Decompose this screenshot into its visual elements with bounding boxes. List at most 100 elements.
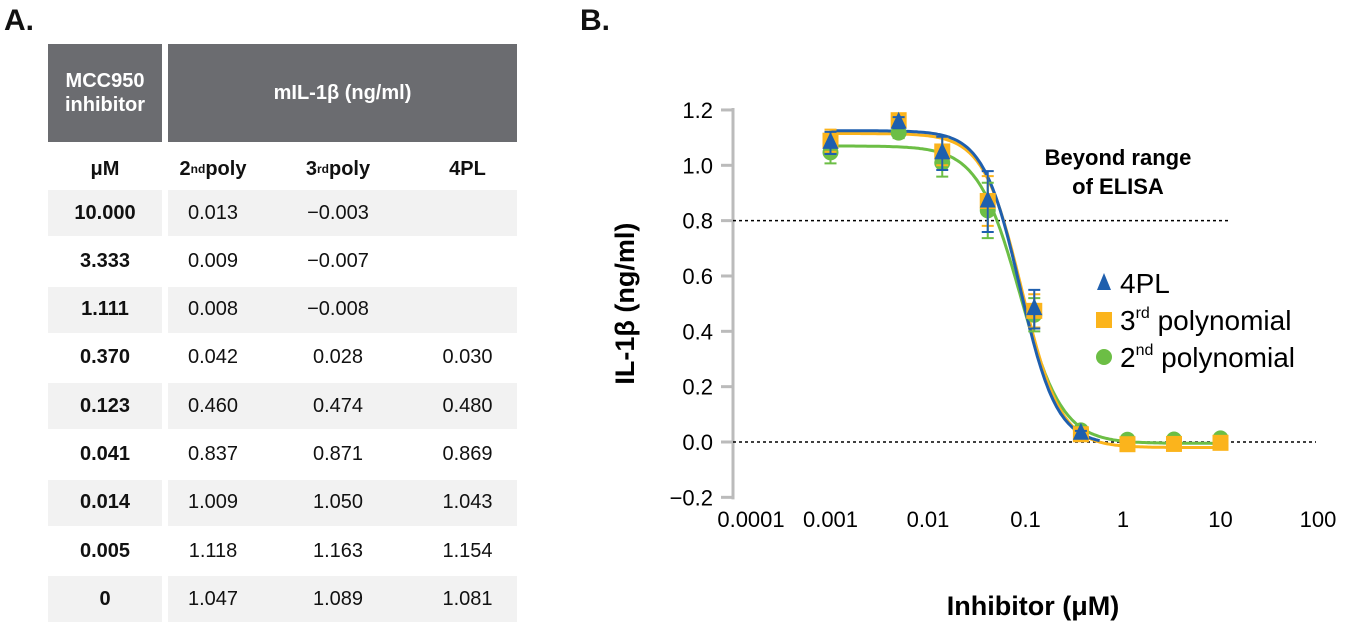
table-cell-value: 1.154 bbox=[442, 539, 493, 562]
y-tick-label: 0.8 bbox=[682, 209, 713, 234]
table-cell-value: 1.009 bbox=[187, 491, 239, 514]
table-cell-value: 1.050 bbox=[312, 491, 364, 514]
error-bar bbox=[936, 135, 949, 172]
error-bar bbox=[892, 126, 905, 140]
error-bar bbox=[1074, 429, 1087, 438]
data-point-square bbox=[822, 132, 839, 149]
data-point-circle bbox=[1119, 431, 1136, 448]
table-cell-value: 1.047 bbox=[187, 587, 239, 610]
x-tick-label: 0.0001 bbox=[717, 507, 784, 532]
error-bar bbox=[1028, 293, 1041, 329]
data-point-triangle bbox=[1026, 298, 1043, 316]
error-bar bbox=[936, 136, 949, 167]
table-cell-value: −0.003 bbox=[307, 201, 369, 224]
y-tick-label: 1.2 bbox=[682, 98, 713, 123]
subheader-3: 4PL bbox=[449, 157, 486, 180]
legend-square-icon bbox=[1096, 312, 1112, 328]
x-tick-label: 0.01 bbox=[907, 507, 950, 532]
table-cell-concentration: 10.000 bbox=[74, 201, 136, 224]
row-background bbox=[48, 479, 162, 526]
table-cell-value: 0.042 bbox=[187, 346, 239, 369]
data-point-triangle bbox=[822, 131, 839, 149]
data-point-circle bbox=[1072, 422, 1089, 439]
error-bar bbox=[1028, 288, 1041, 330]
x-tick-label: 10 bbox=[1208, 507, 1232, 532]
error-bar bbox=[1167, 435, 1180, 444]
y-tick-label: −0.2 bbox=[670, 485, 713, 510]
x-tick-label: 1 bbox=[1117, 507, 1129, 532]
table-cell-value: 0.009 bbox=[187, 249, 239, 272]
legend-circle-icon bbox=[1096, 349, 1112, 365]
table-cell-value: 0.871 bbox=[312, 443, 364, 465]
fit-curve-square bbox=[830, 132, 1221, 449]
error-bar bbox=[1074, 426, 1087, 435]
error-bar bbox=[981, 175, 994, 227]
error-bar bbox=[824, 128, 837, 153]
row-background bbox=[168, 286, 517, 333]
data-point-square bbox=[1212, 434, 1229, 451]
row-background bbox=[48, 576, 162, 623]
table-cell-value: −0.007 bbox=[307, 249, 369, 272]
fit-curve-circle bbox=[830, 144, 1221, 445]
y-tick-label: 0.0 bbox=[682, 430, 713, 455]
table-cell-concentration: 0.370 bbox=[79, 346, 131, 369]
table-cell-value: 0.460 bbox=[187, 394, 239, 417]
table-cell-value: 1.043 bbox=[442, 491, 493, 514]
data-point-circle bbox=[1165, 431, 1182, 448]
error-bar bbox=[1214, 439, 1227, 447]
data-point-triangle bbox=[934, 142, 951, 160]
data-point-triangle bbox=[979, 190, 996, 208]
data-point-square bbox=[934, 143, 951, 160]
legend-label: 4PL bbox=[1120, 268, 1170, 299]
table-cell-value: 1.081 bbox=[442, 587, 493, 610]
panel-a-label: A. bbox=[4, 4, 34, 37]
table-cell-concentration: 0.005 bbox=[79, 539, 131, 562]
error-bar bbox=[1214, 434, 1227, 443]
table-cell-concentration: 1.111 bbox=[81, 298, 129, 321]
fit-curve-triangle bbox=[830, 129, 1100, 443]
row-background bbox=[48, 383, 162, 430]
y-tick-label: 0.4 bbox=[682, 319, 713, 344]
table-cell-value: 0.028 bbox=[312, 346, 364, 369]
error-bar bbox=[1074, 430, 1087, 439]
data-point-square bbox=[1165, 435, 1182, 452]
table-cell-value: 0.030 bbox=[442, 346, 493, 369]
table-cell-value: 0.013 bbox=[187, 201, 239, 224]
y-tick-label: 0.6 bbox=[682, 264, 713, 289]
error-bar bbox=[1028, 297, 1041, 333]
data-point-circle bbox=[822, 144, 839, 161]
table-cell-concentration: 0.014 bbox=[79, 491, 131, 514]
y-tick-label: 0.2 bbox=[682, 375, 713, 400]
table-cell-value: −0.008 bbox=[307, 298, 369, 321]
table-cell-value: 0.869 bbox=[442, 443, 493, 465]
data-point-square bbox=[1072, 426, 1089, 443]
legend-label: 2nd polynomial bbox=[1120, 342, 1295, 373]
row-background bbox=[168, 479, 517, 526]
data-point-circle bbox=[1212, 430, 1229, 447]
error-bar bbox=[981, 170, 994, 233]
x-axis-label: Inhibitor (μM) bbox=[947, 591, 1119, 621]
data-point-triangle bbox=[890, 111, 907, 129]
table-cell-concentration: 0.123 bbox=[79, 394, 131, 417]
table-cell-concentration: 3.333 bbox=[79, 249, 131, 272]
data-point-square bbox=[1119, 436, 1136, 453]
x-tick-label: 0.001 bbox=[803, 507, 858, 532]
error-bar bbox=[1121, 436, 1134, 444]
row-background bbox=[48, 286, 162, 333]
x-tick-label: 0.1 bbox=[1010, 507, 1041, 532]
error-bar bbox=[936, 147, 949, 178]
data-point-circle bbox=[934, 154, 951, 171]
x-tick-label: 100 bbox=[1300, 507, 1337, 532]
subheader-0: μM bbox=[90, 157, 120, 180]
table-cell-concentration: 0.041 bbox=[79, 443, 131, 465]
panel-b-label: B. bbox=[580, 4, 610, 37]
table-cell-value: 0.474 bbox=[312, 394, 364, 417]
data-point-circle bbox=[1026, 306, 1043, 323]
y-axis-label: IL-1β (ng/ml) bbox=[610, 223, 640, 385]
legend-triangle-icon bbox=[1097, 273, 1111, 290]
row-background bbox=[168, 190, 517, 236]
row-background bbox=[168, 383, 517, 430]
legend-label: 3rd polynomial bbox=[1120, 305, 1291, 336]
